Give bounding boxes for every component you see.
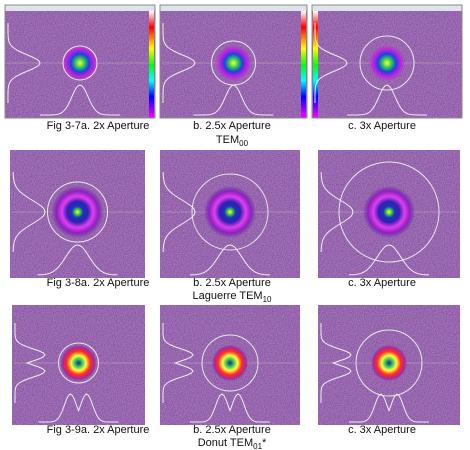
aperture-circle [47,181,108,243]
beam-panel [160,305,300,425]
beam-spot [363,186,415,238]
horizontal-profile [193,84,274,116]
color-scale [149,11,154,118]
panel-caption: b. 2.5x Aperture [193,120,271,132]
vertical-profile [320,171,354,253]
beam-spot [215,45,252,81]
aperture-circle [338,161,440,263]
window-border [159,4,308,119]
mode-suffix: * [262,437,267,449]
beam-spot [212,345,248,381]
beam-spot [204,186,256,238]
vertical-profile [162,171,196,253]
beam-panel [159,4,308,119]
panel-caption: Fig 3-7a. 2x Aperture [47,120,150,132]
horizontal-profile [190,393,270,423]
window-titlebar [5,5,155,11]
panel-caption: b. 2.5x Aperture [193,424,271,436]
panel-caption: Fig 3-9a. 2x Aperture [47,424,150,436]
panel-caption: c. 3x Aperture [348,277,416,289]
captions: Fig 3-7a. 2x Aperture b. 2.5x Aperture c. … [47,120,416,450]
beam-panel [318,305,460,425]
aperture-circle [62,45,98,81]
horizontal-profile [38,393,119,423]
mode-label: Donut TEM01* [198,437,267,450]
vertical-profile [162,323,194,403]
mode-subscript: 00 [239,139,248,148]
vertical-profile [12,171,46,253]
beam-panel [160,150,300,278]
mode-subscript: 10 [263,295,272,304]
vertical-profile [7,23,41,103]
beam-panel [10,150,145,278]
horizontal-profile [37,244,118,276]
aperture-circle [355,329,423,397]
mode-name: TEM [216,134,239,146]
beam-panel [318,150,460,278]
vertical-profile [162,23,196,103]
vertical-profile [320,323,352,403]
panel-caption: Fig 3-8a. 2x Aperture [47,277,150,289]
beam-spot [60,345,97,381]
beam-panel [311,4,463,119]
aperture-circle [58,342,99,384]
panel-caption: c. 3x Aperture [348,120,416,132]
horizontal-profile [349,393,429,423]
beam-spot [62,45,98,81]
aperture-circle [359,35,415,91]
aperture-circle [201,334,259,392]
beam-spot [371,345,407,381]
beam-spot [51,186,104,238]
vertical-profile [14,323,46,403]
color-scale [301,11,306,118]
mode-label: TEM00 [216,134,249,148]
panel-caption: b. 2.5x Aperture [193,277,271,289]
color-scale [313,11,318,118]
window-border [311,4,463,119]
panels [4,4,463,425]
mode-name: Donut TEM [198,437,253,449]
window-border [4,4,156,119]
beam-spot [369,45,405,81]
panel-caption: c. 3x Aperture [348,424,416,436]
window-titlebar [160,5,307,11]
mode-name: Laguerre TEM [192,290,262,302]
horizontal-profile [348,244,430,276]
mode-label: Laguerre TEM10 [192,290,272,304]
horizontal-profile [347,84,427,116]
vertical-profile [314,23,348,103]
horizontal-profile [189,244,271,276]
aperture-circle [191,173,269,251]
beam-panel [4,4,156,119]
mode-subscript: 01 [253,442,262,450]
horizontal-profile [40,84,120,116]
beam-panel [12,305,145,425]
window-titlebar [312,5,462,11]
